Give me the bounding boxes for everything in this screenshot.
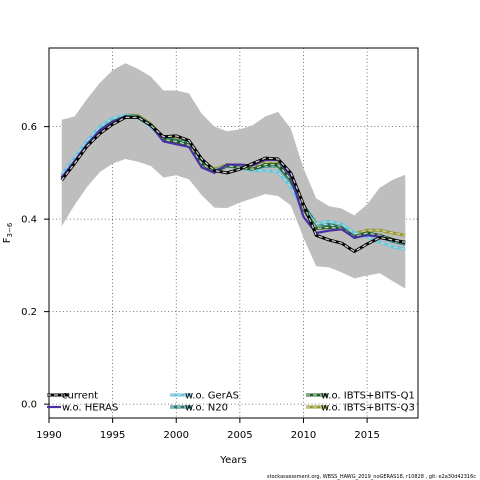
- legend-item-w-o-ibts-bits-q1: w.o. IBTS+BITS-Q1: [306, 391, 415, 402]
- legend-label: w.o. IBTS+BITS-Q1: [321, 391, 415, 402]
- x-tick-label: 1995: [100, 430, 125, 441]
- y-axis-title: F3−6: [2, 222, 14, 243]
- y-axis: 0.0 0.2 0.4 0.6: [21, 122, 49, 411]
- x-tick-label: 2015: [354, 430, 379, 441]
- legend-item-current: current: [47, 391, 98, 402]
- series-lines: [60, 113, 406, 253]
- y-axis-title-sub: 3−6: [6, 222, 14, 237]
- legend-item-w-o-geras: w.o. GerAS: [170, 391, 239, 402]
- legend-label: w.o. HERAS: [62, 403, 118, 414]
- y-tick-label: 0.2: [21, 307, 37, 318]
- legend-item-w-o-heras: w.o. HERAS: [47, 403, 118, 414]
- legend-item-w-o-ibts-bits-q3: w.o. IBTS+BITS-Q3: [306, 403, 415, 414]
- x-tick-label: 2010: [291, 430, 316, 441]
- y-tick-label: 0.6: [21, 122, 37, 133]
- x-axis-title: Years: [219, 455, 246, 466]
- y-tick-label: 0.4: [21, 215, 37, 226]
- series-line-current: [61, 116, 406, 253]
- y-tick-label: 0.0: [21, 400, 37, 411]
- legend-label: w.o. GerAS: [185, 391, 239, 402]
- legend-item-w-o-n20: w.o. N20: [170, 403, 228, 414]
- plot-frame: [48, 47, 419, 419]
- x-tick-label: 2000: [164, 430, 189, 441]
- x-tick-label: 2005: [227, 430, 252, 441]
- x-axis: 1990 1995 2000 2005 2010 2015: [36, 418, 380, 441]
- legend-label: w.o. IBTS+BITS-Q3: [321, 403, 415, 414]
- footer-note: stockassessment.org, WBSS_HAWG_2019_noGE…: [267, 474, 476, 480]
- legend-label: current: [62, 391, 98, 402]
- x-tick-label: 1990: [36, 430, 61, 441]
- y-axis-title-main: F: [2, 237, 13, 243]
- legend-label: w.o. N20: [185, 403, 228, 414]
